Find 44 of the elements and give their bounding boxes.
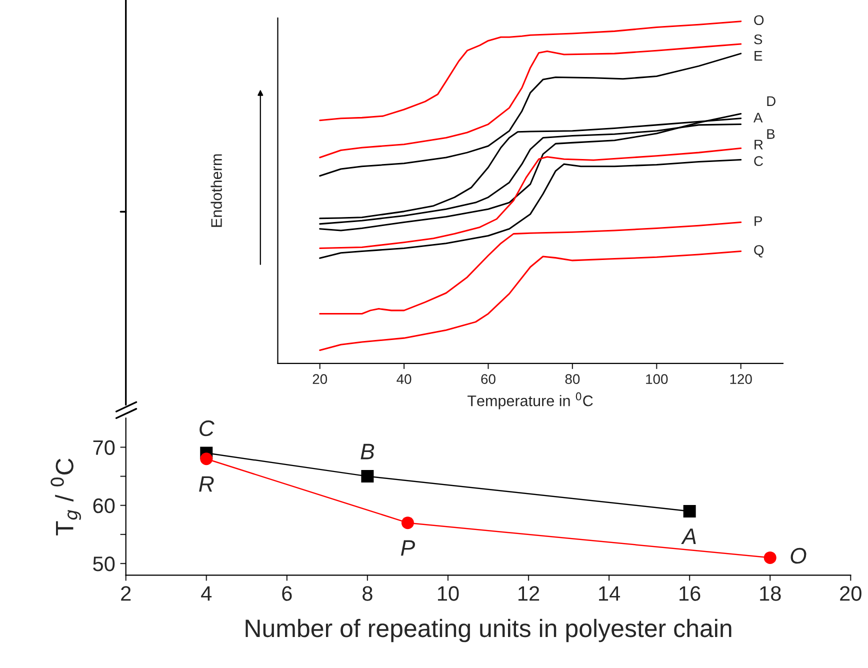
x-tick-label: 10 <box>438 586 459 601</box>
series-label: O <box>754 15 764 26</box>
y-tick-label: 50 <box>93 556 115 572</box>
point <box>200 452 213 466</box>
x-tick-label: 80 <box>565 374 580 384</box>
series-label: B <box>767 129 775 139</box>
series-label: A <box>753 112 763 122</box>
x-tick-label: 18 <box>760 586 781 601</box>
x-tick-label: 100 <box>646 374 668 384</box>
series-label: R <box>754 140 763 150</box>
series-label: P <box>754 216 762 226</box>
x-tick-label: 120 <box>730 374 752 384</box>
series-label: D <box>767 96 776 106</box>
annotation: P <box>400 540 415 556</box>
point <box>361 470 374 483</box>
annotation: C <box>200 420 215 436</box>
series-label: Q <box>754 245 764 258</box>
x-tick-label: 20 <box>840 586 862 601</box>
annotation: O <box>790 548 806 564</box>
point <box>764 551 776 564</box>
x-tick-label: 12 <box>518 586 540 601</box>
x-axis-title: Number of repeating units in polyester chain <box>246 618 732 642</box>
point <box>401 516 414 530</box>
x-tick-label: 60 <box>481 374 496 384</box>
y-axis-title: T$_{g}$ / $^{0}$C <box>50 458 81 536</box>
series-label: S <box>754 34 762 44</box>
annotation: B <box>360 444 374 460</box>
x-tick-label: 14 <box>599 586 620 601</box>
y-tick-label: 70 <box>93 440 115 455</box>
x-tick-label: 6 <box>282 586 292 601</box>
x-tick-label: 4 <box>201 586 212 601</box>
point <box>683 504 696 518</box>
y-axis-title: Endotherm <box>210 154 222 227</box>
annotation: R <box>199 476 214 492</box>
annotation: A <box>681 528 696 544</box>
x-tick-label: 8 <box>362 586 372 601</box>
y-tick-label: 60 <box>93 498 115 514</box>
x-tick-label: 2 <box>121 586 131 601</box>
x-axis-title: Temperature in $^{0}$C <box>468 392 593 410</box>
series-label: E <box>754 51 762 61</box>
x-tick-label: 40 <box>396 374 412 384</box>
series-label: C <box>754 156 763 166</box>
x-tick-label: 20 <box>312 374 328 384</box>
x-tick-label: 16 <box>680 586 700 601</box>
